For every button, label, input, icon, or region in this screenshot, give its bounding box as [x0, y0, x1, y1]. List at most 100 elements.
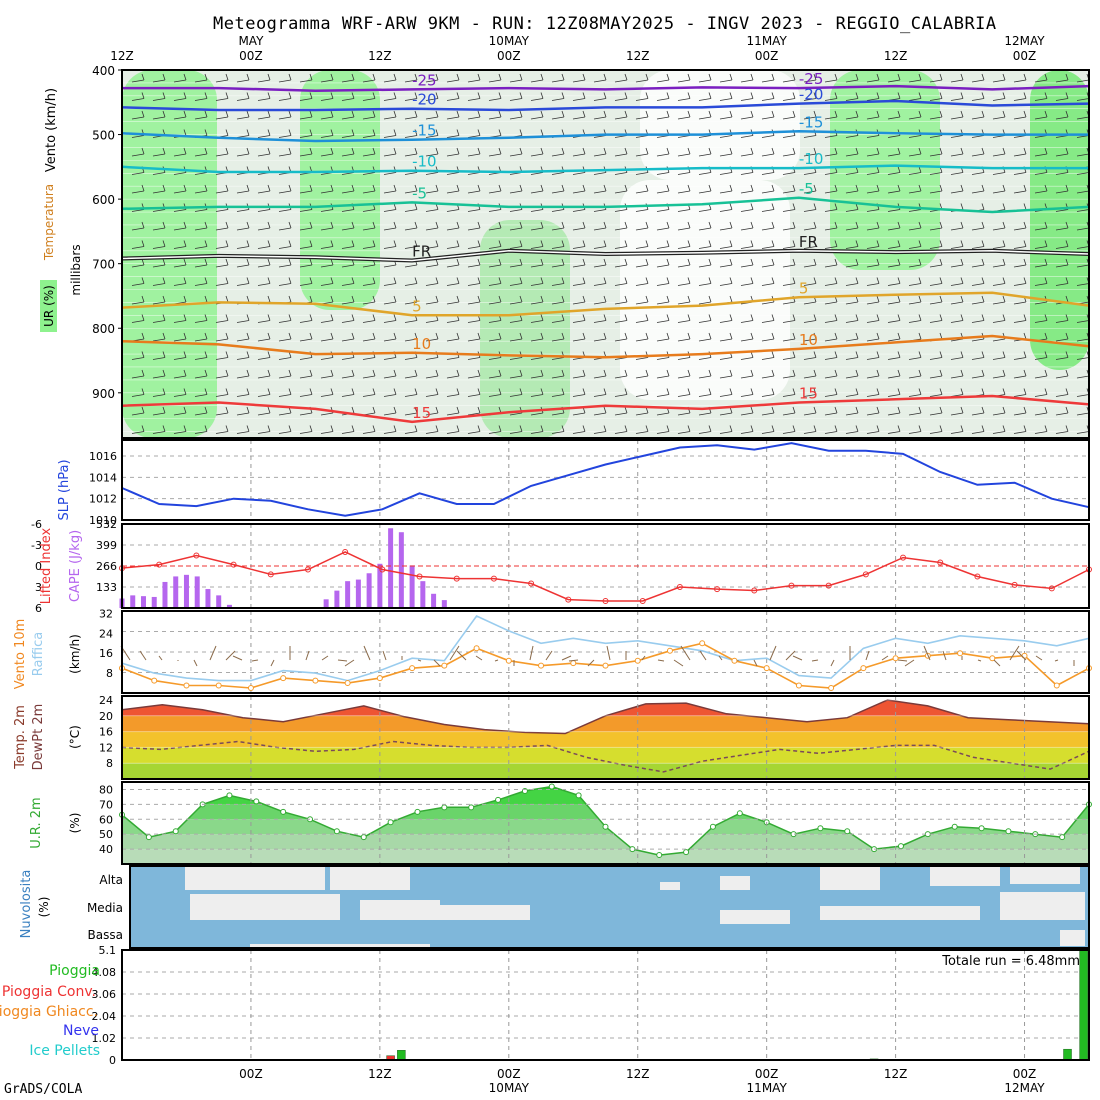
wind-barb — [467, 425, 481, 434]
li-marker — [490, 575, 497, 582]
wind-barb — [698, 147, 712, 157]
wind-barb — [320, 258, 334, 268]
li-marker — [267, 571, 274, 578]
wind-barb — [971, 73, 985, 83]
wind-barb — [467, 388, 481, 397]
cape-bar — [398, 532, 404, 608]
cloud-block — [720, 876, 750, 890]
wind-speed-marker — [731, 657, 738, 664]
wind-barb — [320, 388, 334, 397]
wind-barb — [845, 147, 859, 157]
cloud-block — [820, 906, 980, 920]
wind-barb — [803, 221, 817, 231]
wind-barb — [446, 425, 460, 434]
slp-tick: 1012 — [89, 493, 117, 506]
wind-barb — [572, 92, 586, 101]
wind-barb — [929, 184, 943, 194]
wind-barb — [236, 425, 250, 434]
wind-barb — [509, 73, 523, 83]
cloud-block — [1060, 930, 1085, 946]
wind-barb — [1034, 258, 1048, 268]
wind-arrow — [699, 650, 707, 661]
wind-barb — [908, 184, 922, 194]
wind-barb — [761, 110, 775, 120]
pressure-tick: 400 — [92, 64, 115, 78]
wind-barb — [320, 92, 334, 101]
rh-band — [122, 834, 1089, 850]
wind-barb — [467, 221, 481, 231]
wind-barb — [635, 388, 649, 397]
wind-barb — [320, 73, 334, 83]
wind-barb — [677, 369, 691, 379]
li-marker — [416, 573, 423, 580]
wind-barb — [677, 314, 691, 323]
wind-barb — [824, 203, 838, 212]
wind-barb — [740, 369, 754, 379]
wind-barb — [404, 203, 418, 212]
rh-marker — [951, 823, 958, 830]
wind-barb — [950, 110, 964, 120]
wind-barb — [320, 147, 334, 157]
wind-barb — [404, 240, 418, 249]
panel-frame — [121, 695, 1090, 780]
wind-barb — [929, 425, 943, 434]
wind-barb — [551, 369, 565, 379]
wind-barb — [530, 258, 544, 268]
wind-barb — [488, 332, 502, 342]
wind-barb — [152, 110, 166, 120]
wind-barb — [782, 369, 796, 379]
wind-barb — [803, 351, 817, 360]
wind-barb — [635, 184, 649, 194]
ylabel-temp: Temperatura — [42, 184, 56, 261]
wind-barb — [551, 184, 565, 194]
wind-arrow — [718, 655, 723, 661]
li-marker — [714, 586, 721, 593]
wind-barb — [383, 240, 397, 249]
wind-barb — [950, 258, 964, 268]
wind-speed-marker — [699, 640, 706, 647]
wind-barb — [845, 406, 859, 416]
wind-arrow — [641, 655, 646, 661]
temp-tick: 20 — [99, 710, 113, 723]
wind-barb — [383, 314, 397, 323]
wind-barb — [782, 277, 796, 286]
wind-barb — [299, 332, 313, 342]
wind-barb — [887, 406, 901, 416]
isotherm-label: 15 — [799, 384, 818, 402]
wind-barb — [278, 258, 292, 268]
wind-barb — [152, 351, 166, 360]
isotherm-label: FR — [799, 233, 818, 251]
wind-barb — [131, 110, 145, 120]
temp-tick: 8 — [106, 757, 113, 770]
cape-tick: 399 — [96, 539, 117, 552]
wind-barb — [908, 425, 922, 434]
wind-barb — [908, 110, 922, 120]
wind-barb — [719, 147, 733, 157]
rh-marker — [978, 825, 985, 832]
wind-barb — [803, 388, 817, 397]
wind-barb — [383, 73, 397, 83]
wind-barb — [929, 258, 943, 268]
bottom-time-label: 00Z — [497, 1067, 521, 1081]
wind-barb — [824, 351, 838, 360]
li-marker — [788, 582, 795, 589]
wind-barb — [278, 369, 292, 379]
ylabel-clouds-unit: (%) — [37, 897, 51, 918]
wind-barb — [866, 277, 880, 286]
wind-barb — [194, 369, 208, 379]
wind-barb — [761, 406, 775, 416]
wind-barb — [257, 332, 271, 342]
wind-barb — [467, 277, 481, 286]
wind-barb — [509, 184, 523, 194]
wind-barb — [425, 277, 439, 286]
wind-barb — [383, 406, 397, 416]
rh-marker — [280, 808, 287, 815]
wind-barb — [908, 258, 922, 268]
wind-barb — [299, 388, 313, 397]
temp-line — [121, 699, 1090, 735]
wind-barb — [362, 92, 376, 101]
wind-barb — [866, 314, 880, 323]
wind-barb — [467, 295, 481, 305]
temp-tick: 16 — [99, 726, 113, 739]
wind-barb — [845, 351, 859, 360]
